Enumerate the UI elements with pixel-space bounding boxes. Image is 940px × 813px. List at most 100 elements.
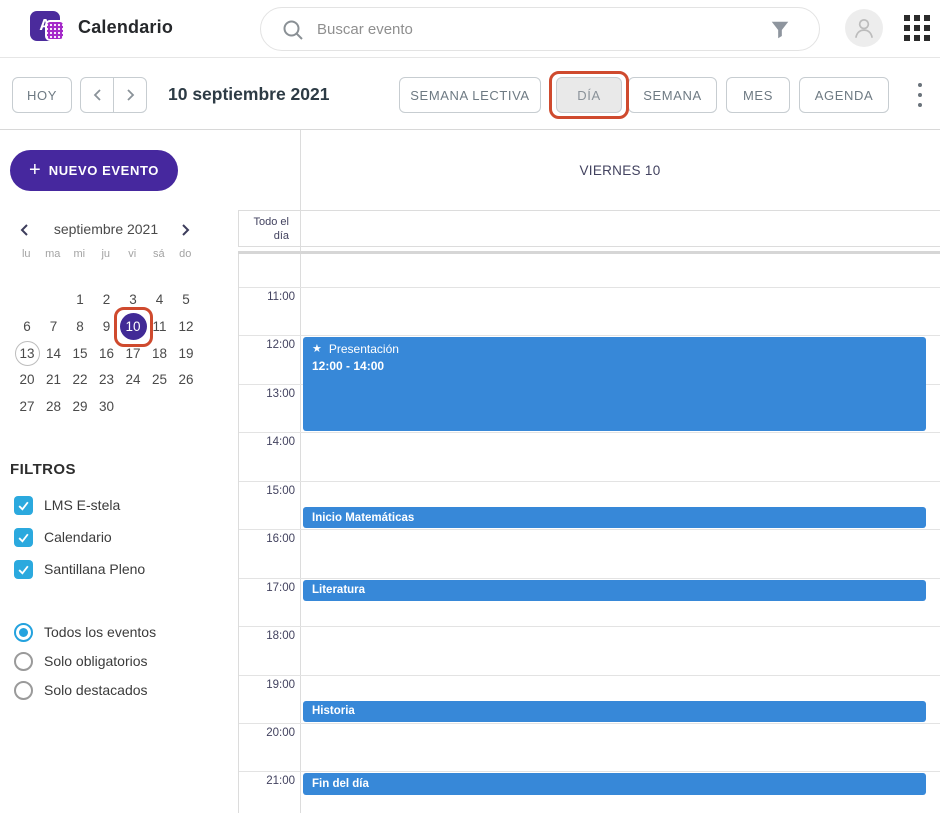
mini-calendar-day[interactable]: 21	[45, 372, 62, 388]
mini-calendar-day[interactable]: 14	[45, 345, 62, 361]
hour-label: 19:00	[266, 678, 295, 691]
radio-selected-icon	[14, 622, 33, 642]
mini-calendar-day[interactable]: 9	[102, 318, 111, 334]
radio-solo-obligatorios[interactable]: Solo obligatorios	[14, 651, 148, 671]
app-grid-icon[interactable]	[904, 15, 930, 41]
mini-calendar-header: septiembre 2021	[0, 218, 212, 242]
hour-line	[239, 577, 940, 579]
mini-calendar-prev-icon[interactable]	[14, 220, 34, 240]
time-rows-area: 11:00 12:00 13:00 14:00 15:00 16:00 17:00 18:00…	[238, 254, 940, 813]
mini-calendar-day[interactable]: 30	[98, 399, 115, 414]
mini-calendar-day[interactable]: 10	[119, 312, 147, 340]
calendar-event[interactable]: Inicio Matemáticas	[303, 506, 926, 529]
calendar-event[interactable]: Fin del día	[303, 773, 926, 795]
mini-calendar-weekday: ju	[101, 248, 111, 260]
mini-calendar-day[interactable]: 17	[125, 345, 141, 361]
filter-checkbox-lms-estela[interactable]: LMS E-stela	[14, 495, 120, 515]
mini-calendar-day[interactable]: 1	[76, 292, 84, 307]
mini-calendar-day[interactable]: 28	[45, 399, 62, 414]
calendar-event[interactable]: Historia	[303, 700, 926, 722]
prev-day-button[interactable]	[81, 78, 114, 112]
view-agenda-button[interactable]: AGENDA	[799, 77, 889, 113]
mini-calendar-day[interactable]: 12	[178, 318, 194, 334]
mini-calendar-day[interactable]: 27	[19, 399, 35, 414]
view-semana-lectiva-button[interactable]: SEMANA LECTIVA	[399, 77, 541, 113]
mini-calendar-day[interactable]: 3	[129, 292, 137, 307]
checkbox-checked-icon	[14, 527, 33, 547]
grid-divider	[238, 251, 940, 254]
mini-calendar-day[interactable]: 8	[76, 318, 84, 334]
hour-line	[239, 480, 940, 482]
hour-label: 16:00	[266, 533, 295, 546]
hour-label: 17:00	[266, 581, 295, 594]
checkbox-checked-icon	[14, 559, 33, 579]
mini-calendar-day[interactable]: 20	[19, 372, 35, 388]
time-gutter-divider	[300, 130, 301, 813]
mini-calendar-day[interactable]: 6	[23, 318, 31, 334]
mini-calendar-day[interactable]: 25	[151, 372, 168, 388]
filter-checkbox-santillana-pleno[interactable]: Santillana Pleno	[14, 559, 145, 579]
mini-calendar-day[interactable]: 4	[155, 292, 164, 307]
event-title: Literatura	[312, 584, 366, 597]
day-column-header: VIERNES 10	[579, 163, 661, 178]
hour-label: 15:00	[266, 484, 295, 497]
mini-calendar-next-icon[interactable]	[176, 220, 196, 240]
radio-solo-destacados[interactable]: Solo destacados	[14, 680, 148, 700]
hour-line	[239, 771, 940, 773]
next-day-button[interactable]	[114, 78, 146, 112]
radio-unselected-icon	[14, 680, 33, 700]
mini-calendar-day[interactable]: 26	[178, 372, 194, 388]
mini-calendar-weekday: ma	[45, 248, 61, 260]
hour-label: 13:00	[266, 387, 295, 400]
filter-funnel-icon[interactable]	[769, 19, 791, 41]
hour-label: 21:00	[266, 775, 295, 788]
app-title: Calendario	[78, 17, 174, 37]
mini-calendar-day[interactable]: 13	[14, 340, 41, 367]
filter-checkbox-calendario[interactable]: Calendario	[14, 527, 112, 547]
mini-calendar-day[interactable]: 24	[125, 372, 141, 388]
day-view-grid: VIERNES 10 Todo el día 11:00 12:00 13:00 14…	[238, 130, 940, 813]
date-nav-group	[80, 77, 147, 113]
sidebar: + NUEVO EVENTO septiembre 2021 lu ma mi ju v…	[0, 130, 238, 813]
hour-line	[239, 335, 940, 337]
search-input[interactable]	[317, 10, 737, 48]
calendar-event[interactable]: ★ Presentación 12:00 - 14:00	[303, 337, 926, 432]
mini-calendar-weekday: do	[179, 248, 192, 260]
user-avatar[interactable]	[845, 9, 883, 47]
radio-todos-los-eventos[interactable]: Todos los eventos	[14, 622, 156, 642]
view-semana-button[interactable]: SEMANA	[628, 77, 717, 113]
mini-calendar-day[interactable]: 16	[98, 345, 115, 361]
hour-label: 11:00	[267, 291, 295, 303]
all-day-row[interactable]: Todo el día	[238, 210, 940, 247]
view-mes-button[interactable]: MES	[726, 77, 790, 113]
all-day-label: Todo el día	[253, 216, 289, 242]
view-dia-button[interactable]: DÍA	[556, 77, 622, 113]
event-title: Presentación	[328, 342, 399, 357]
mini-calendar-day[interactable]: 22	[72, 372, 88, 388]
mini-calendar-day[interactable]: 23	[98, 372, 115, 388]
filters-heading: FILTROS	[10, 461, 76, 478]
mini-calendar-day[interactable]: 5	[182, 292, 190, 307]
mini-calendar-day[interactable]: 18	[151, 345, 168, 361]
hour-label: 18:00	[266, 630, 295, 643]
event-title: Fin del día	[312, 778, 369, 790]
hour-label: 12:00	[266, 339, 295, 352]
mini-calendar-title: septiembre 2021	[53, 221, 159, 237]
mini-calendar-day[interactable]: 15	[72, 345, 88, 361]
new-event-button[interactable]: + NUEVO EVENTO	[10, 150, 178, 191]
mini-calendar-day[interactable]: 2	[102, 292, 111, 307]
star-icon: ★	[312, 342, 322, 355]
event-title: Inicio Matemáticas	[312, 511, 415, 524]
search-bar[interactable]	[260, 7, 820, 51]
today-button[interactable]: HOY	[12, 77, 72, 113]
mini-calendar-day[interactable]: 29	[72, 399, 88, 414]
hour-line	[239, 432, 940, 434]
plus-icon: +	[29, 158, 41, 181]
mini-calendar-day[interactable]: 11	[152, 318, 167, 334]
mini-calendar-day[interactable]: 7	[49, 318, 58, 334]
hour-line	[239, 722, 940, 724]
hour-line	[239, 287, 940, 288]
mini-calendar-day[interactable]: 19	[178, 345, 194, 361]
more-options-icon[interactable]	[912, 83, 928, 107]
calendar-event[interactable]: Literatura	[303, 579, 926, 601]
